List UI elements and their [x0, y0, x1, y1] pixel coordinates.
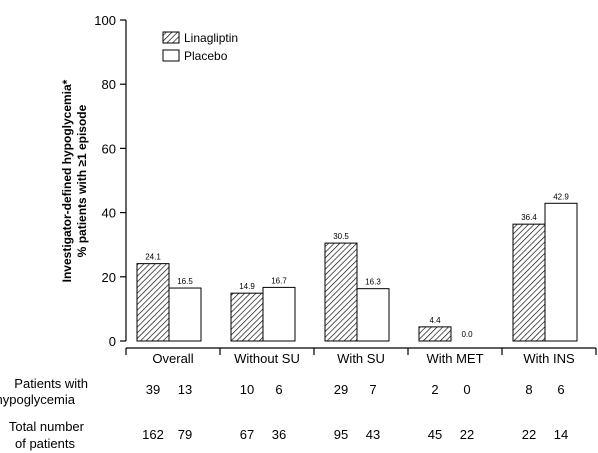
bar-value-label: 24.1 — [145, 253, 161, 262]
table-cell: 162 — [142, 427, 164, 442]
y-tick-label: 100 — [94, 13, 116, 28]
bar-value-label: 30.5 — [333, 232, 349, 241]
table-cell: 45 — [428, 427, 442, 442]
y-axis-title-line2: % patients with ≥1 episode — [75, 104, 89, 257]
bar-placebo-with-su — [356, 288, 390, 342]
table-cell: 95 — [334, 427, 348, 442]
row-label-hypoglycemia-1: Patients with — [14, 376, 88, 391]
table-cell: 10 — [240, 382, 254, 397]
table-cell: 79 — [178, 427, 192, 442]
category-label: Without SU — [234, 351, 300, 366]
y-tick-label: 60 — [102, 141, 116, 156]
row-label-hypoglycemia-2: hypoglycemia — [0, 392, 76, 407]
x-axis: Overall Without SU With SU With MET With INS — [125, 347, 597, 366]
bar-placebo-overall — [168, 287, 202, 342]
table-cell: 8 — [525, 382, 532, 397]
patients-table: Patients with hypoglycemia Total number … — [0, 376, 568, 451]
bar-value-label: 16.3 — [365, 278, 381, 287]
bars: 24.1 16.5 14.9 16.7 30.5 16.3 4.4 0.0 36.4 42.9 — [136, 192, 578, 342]
y-tick-label: 20 — [102, 270, 116, 285]
category-label: With SU — [337, 351, 385, 366]
table-cell: 22 — [522, 427, 536, 442]
legend-swatch-placebo — [162, 49, 180, 62]
y-axis-title: Investigator-defined hypoglycemia* % pat… — [60, 79, 89, 282]
bar-linagliptin-with-su — [324, 242, 358, 342]
row-label-total-1: Total number — [9, 419, 85, 434]
table-cell: 6 — [275, 382, 282, 397]
y-tick-label: 0 — [109, 334, 116, 349]
bar-value-label: 16.7 — [271, 276, 287, 285]
legend-swatch-linagliptin — [162, 31, 180, 44]
bar-linagliptin-without-su — [230, 292, 264, 342]
y-axis-title-line1: Investigator-defined hypoglycemia* — [60, 79, 74, 282]
bar-value-label: 4.4 — [429, 316, 441, 325]
table-cell: 22 — [460, 427, 474, 442]
category-label: With INS — [523, 351, 575, 366]
table-cell: 14 — [554, 427, 568, 442]
bar-linagliptin-with-ins — [512, 223, 546, 342]
bar-value-label: 42.9 — [553, 192, 569, 201]
bar-value-label: 16.5 — [177, 277, 193, 286]
table-cell: 36 — [272, 427, 286, 442]
legend-label-placebo: Placebo — [184, 49, 228, 63]
table-cell: 43 — [366, 427, 380, 442]
table-cell: 7 — [369, 382, 376, 397]
bar-placebo-with-ins — [544, 202, 578, 342]
bar-value-label: 14.9 — [239, 282, 255, 291]
y-axis: 0 20 40 60 80 100 — [94, 13, 127, 349]
table-cell: 67 — [240, 427, 254, 442]
bar-value-label: 0.0 — [461, 330, 473, 339]
bar-placebo-without-su — [262, 286, 296, 342]
category-label: With MET — [426, 351, 483, 366]
table-cell: 2 — [431, 382, 438, 397]
table-cell: 29 — [334, 382, 348, 397]
category-label: Overall — [152, 351, 193, 366]
bar-linagliptin-with-met — [418, 326, 452, 342]
legend-label-linagliptin: Linagliptin — [184, 31, 238, 45]
row-label-total-2: of patients — [15, 436, 75, 451]
table-cell: 6 — [557, 382, 564, 397]
table-values: 39 13 10 6 29 7 2 0 8 6 162 79 67 36 95 43 45 22 22 14 — [142, 382, 568, 442]
y-tick-label: 80 — [102, 77, 116, 92]
table-cell: 0 — [463, 382, 470, 397]
bar-linagliptin-overall — [136, 263, 170, 342]
legend: Linagliptin Placebo — [162, 31, 238, 63]
table-cell: 13 — [178, 382, 192, 397]
y-tick-label: 40 — [102, 206, 116, 221]
table-cell: 39 — [146, 382, 160, 397]
bar-value-label: 36.4 — [521, 213, 537, 222]
